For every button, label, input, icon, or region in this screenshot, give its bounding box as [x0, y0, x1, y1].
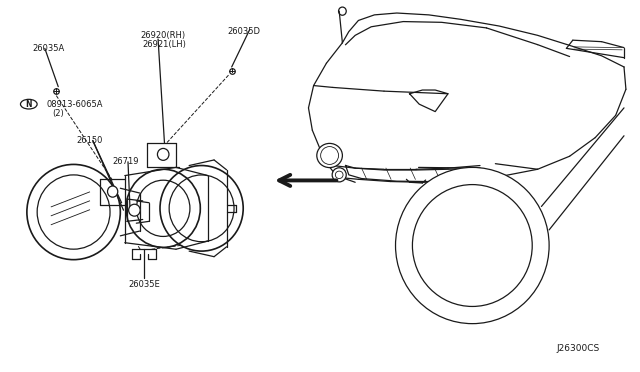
Text: 26920(RH): 26920(RH)	[141, 31, 186, 40]
Text: 26035A: 26035A	[32, 44, 64, 53]
Text: 26035D: 26035D	[227, 27, 260, 36]
Text: 26719: 26719	[112, 157, 138, 166]
Text: 08913-6065A: 08913-6065A	[46, 100, 102, 109]
Ellipse shape	[157, 148, 169, 160]
Ellipse shape	[129, 204, 140, 216]
Ellipse shape	[332, 168, 346, 182]
Ellipse shape	[317, 143, 342, 167]
Ellipse shape	[108, 186, 118, 197]
Text: J26300CS: J26300CS	[557, 344, 600, 353]
Text: N: N	[26, 100, 32, 109]
Text: (2): (2)	[52, 109, 64, 118]
Ellipse shape	[396, 167, 549, 324]
Text: 26921(LH): 26921(LH)	[142, 40, 186, 49]
Text: 26035E: 26035E	[128, 280, 160, 289]
Text: 26150: 26150	[77, 136, 103, 145]
